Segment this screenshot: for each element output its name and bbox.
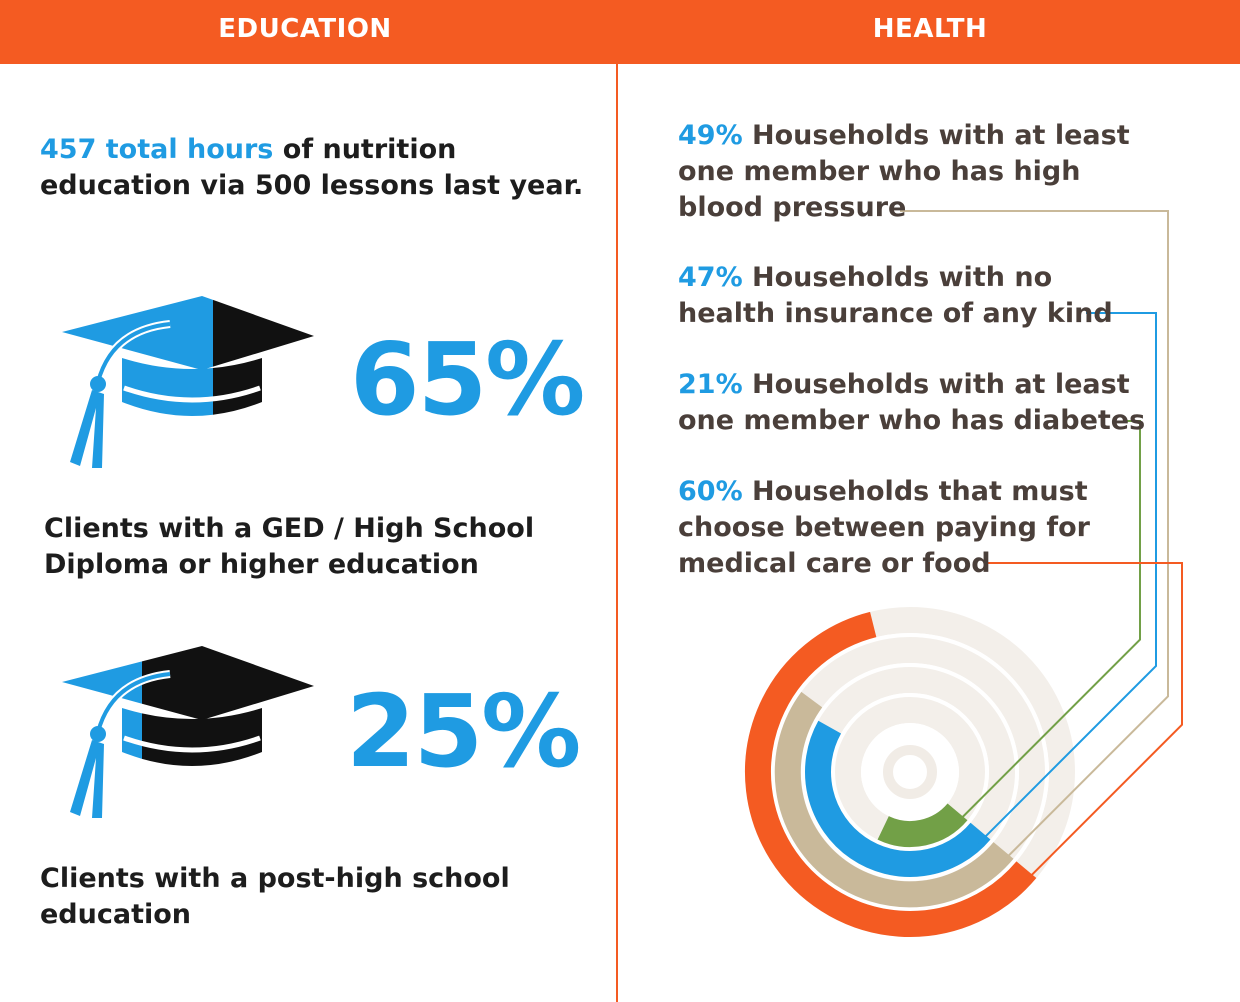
stat-text: health insurance of any kind: [678, 298, 1113, 329]
radial-arc-1: [805, 720, 991, 877]
stat-text: Households that must: [742, 476, 1088, 507]
leader-line-0: [900, 210, 1169, 865]
stat-25-caption: Clients with a post-high school educatio…: [40, 861, 600, 933]
health-stat-insurance: 47% Households with no health insurance …: [678, 260, 1198, 332]
caption-line: Clients with a GED / High School: [44, 513, 535, 544]
radial-arc-0: [774, 691, 1014, 908]
radial-ring-gap: [861, 723, 959, 821]
caption-line: education: [40, 899, 192, 930]
stat-text: blood pressure: [678, 192, 907, 223]
radial-arc-2: [877, 803, 968, 847]
radial-ring-gap: [771, 633, 1049, 911]
intro-rest-line2: education via 500 lessons last year.: [40, 170, 584, 201]
radial-ring-gap: [801, 663, 1019, 881]
intro-rest-line1: of nutrition: [273, 134, 457, 165]
header-bar: EDUCATION HEALTH: [0, 0, 1240, 64]
stat-text: one member who has high: [678, 156, 1081, 187]
graduation-cap-icon: [62, 296, 314, 468]
stat-text: medical care or food: [678, 548, 991, 579]
health-title: HEALTH: [872, 14, 988, 44]
education-title: EDUCATION: [218, 14, 392, 44]
stat-65-value: 65%: [350, 321, 585, 438]
leader-line-1: [977, 312, 1157, 845]
radial-arc-3: [745, 611, 1037, 937]
education-intro: 457 total hours of nutrition education v…: [40, 132, 610, 204]
section-divider: [616, 64, 618, 1002]
leader-line-2: [955, 420, 1141, 825]
health-stat-diabetes: 21% Households with at least one member …: [678, 367, 1198, 439]
stat-percent: 49%: [678, 120, 743, 151]
radial-bg-center: [883, 745, 937, 799]
stat-text: Households with at least: [742, 369, 1130, 400]
caption-line: Clients with a post-high school: [40, 863, 510, 894]
caption-line: Diploma or higher education: [44, 549, 479, 580]
stat-text: Households with at least: [742, 120, 1130, 151]
stat-text: choose between paying for: [678, 512, 1090, 543]
intro-highlight: 457 total hours: [40, 134, 274, 165]
leader-line-3: [984, 562, 1183, 885]
stat-percent: 60%: [678, 476, 743, 507]
stat-text: one member who has diabetes: [678, 405, 1146, 436]
stat-percent: 21%: [678, 369, 743, 400]
health-stat-medical-or-food: 60% Households that must choose between …: [678, 474, 1198, 582]
stat-25-value: 25%: [346, 673, 581, 790]
stat-text: Households with no: [742, 262, 1053, 293]
graduation-cap-icon: [62, 646, 314, 818]
health-stat-blood-pressure: 49% Households with at least one member …: [678, 118, 1198, 226]
stat-percent: 47%: [678, 262, 743, 293]
radial-ring-gap: [831, 693, 989, 851]
stat-65-caption: Clients with a GED / High School Diploma…: [44, 511, 604, 583]
